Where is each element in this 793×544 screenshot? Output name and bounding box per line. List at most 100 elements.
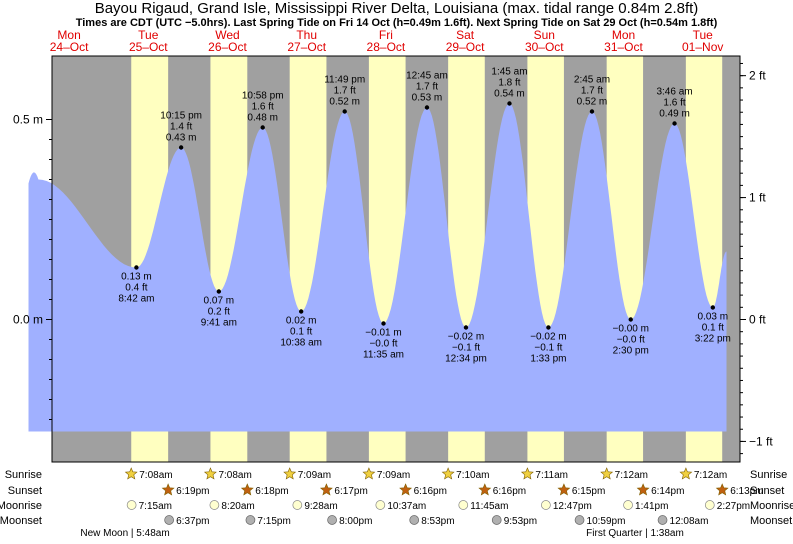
sunset-icon bbox=[715, 483, 729, 496]
moonset-time: 8:53pm bbox=[421, 516, 454, 527]
y-tick-label-right: 1 ft bbox=[749, 191, 766, 205]
tide-point bbox=[342, 109, 347, 114]
tide-height-ft: −0.1 ft bbox=[452, 343, 480, 354]
tide-height-m: 0.43 m bbox=[166, 133, 197, 144]
sunrise-time: 7:11am bbox=[535, 470, 568, 481]
row-label-right: Sunrise bbox=[750, 469, 787, 481]
day-date: 01–Nov bbox=[682, 40, 723, 54]
row-label-right: Moonset bbox=[750, 515, 792, 527]
sunrise-icon bbox=[441, 467, 455, 480]
axes: 0.5 m 0.0 m 2 ft 1 ft 0 ft −1 ft bbox=[13, 62, 773, 455]
sun-moon-table: Sunrise Sunrise Sunset Sunset Moonrise Moonri… bbox=[0, 467, 793, 539]
moonrise-icon bbox=[292, 500, 303, 510]
day-date: 25–Oct bbox=[129, 40, 168, 54]
moonrise-icon bbox=[126, 500, 137, 510]
tide-point bbox=[381, 321, 386, 326]
tide-height-m: 0.53 m bbox=[412, 93, 443, 104]
sunrise-icon bbox=[520, 467, 534, 480]
day-of-week: Mon bbox=[612, 28, 635, 42]
sunset-icon bbox=[636, 483, 650, 496]
tide-height-ft: −0.0 ft bbox=[617, 335, 645, 346]
moonset-icon bbox=[491, 515, 502, 525]
sunset-time: 6:17pm bbox=[334, 486, 367, 497]
day-labels: Mon24–OctTue25–OctWed26–OctThu27–OctFri2… bbox=[50, 28, 724, 54]
tide-point bbox=[260, 125, 265, 130]
day-date: 29–Oct bbox=[446, 40, 485, 54]
moonrise-time: 7:15am bbox=[139, 501, 172, 512]
tide-time: 3:22 pm bbox=[695, 334, 731, 345]
sunset-time: 6:18pm bbox=[255, 486, 288, 497]
sunset-time: 6:16pm bbox=[493, 486, 526, 497]
tide-point bbox=[589, 109, 595, 114]
sunset-icon bbox=[478, 483, 492, 496]
sunrise-time: 7:10am bbox=[456, 470, 489, 481]
day-date: 26–Oct bbox=[208, 40, 247, 54]
moonrise-icon bbox=[209, 500, 220, 510]
moonset-time: 9:53pm bbox=[504, 516, 537, 527]
tide-height-ft: 1.7 ft bbox=[581, 86, 603, 97]
moonset-time: 12:08am bbox=[670, 516, 709, 527]
tide-height-ft: 1.8 ft bbox=[498, 78, 520, 89]
tide-height-ft: −0.0 ft bbox=[369, 339, 397, 350]
moonrise-time: 10:37am bbox=[387, 501, 426, 512]
moonrise-icon bbox=[623, 500, 633, 510]
sunset-time: 6:16pm bbox=[414, 486, 447, 497]
moonrise-time: 8:20am bbox=[221, 501, 254, 512]
tide-height-ft: 0.1 ft bbox=[702, 323, 724, 334]
tide-time: 10:38 am bbox=[280, 338, 322, 349]
tide-point bbox=[628, 317, 633, 322]
tide-height-ft: 1.6 ft bbox=[663, 98, 685, 109]
tide-point bbox=[424, 105, 430, 110]
y-tick-label-right: 2 ft bbox=[749, 69, 766, 83]
tide-point bbox=[672, 121, 677, 126]
moonrise-time: 1:41pm bbox=[635, 501, 668, 512]
tide-height-ft: 1.4 ft bbox=[170, 122, 192, 133]
day-of-week: Sat bbox=[456, 28, 475, 42]
tide-time: 3:46 am bbox=[656, 87, 692, 98]
tide-point bbox=[134, 265, 139, 270]
tide-point bbox=[710, 305, 716, 310]
sunrise-time: 7:08am bbox=[218, 470, 251, 481]
tide-height-m: −0.00 m bbox=[613, 324, 649, 335]
day-of-week: Sun bbox=[534, 28, 555, 42]
day-date: 28–Oct bbox=[367, 40, 406, 54]
tide-point bbox=[463, 325, 469, 330]
row-label-left: Sunrise bbox=[5, 469, 42, 481]
day-date: 30–Oct bbox=[525, 40, 564, 54]
tide-height-m: −0.02 m bbox=[448, 332, 484, 343]
day-of-week: Wed bbox=[215, 28, 239, 42]
sunrise-icon bbox=[203, 467, 217, 480]
row-label-left: Moonset bbox=[0, 515, 42, 527]
tide-time: 1:33 pm bbox=[530, 354, 566, 365]
tide-point bbox=[178, 145, 184, 150]
sunrise-time: 7:12am bbox=[615, 470, 648, 481]
tide-height-m: 0.02 m bbox=[286, 316, 317, 327]
moonset-icon bbox=[657, 515, 668, 525]
tide-time: 12:34 pm bbox=[445, 354, 487, 365]
page-subtitle: Times are CDT (UTC −5.0hrs). Last Spring… bbox=[75, 17, 718, 29]
y-tick-label-right: −1 ft bbox=[749, 434, 773, 448]
moonset-icon bbox=[409, 515, 420, 525]
moonrise-time: 2:27pm bbox=[717, 501, 750, 512]
tide-point bbox=[546, 325, 551, 330]
tide-height-m: 0.48 m bbox=[247, 113, 278, 124]
sunset-time: 6:15pm bbox=[572, 486, 605, 497]
moonrise-time: 12:47pm bbox=[553, 501, 592, 512]
sunrise-time: 7:12am bbox=[694, 470, 727, 481]
tide-time: 1:45 am bbox=[491, 67, 527, 78]
tide-curve bbox=[28, 103, 727, 432]
chart-title: Bayou Rigaud, Grand Isle, Mississippi Ri… bbox=[0, 0, 793, 29]
moonset-icon bbox=[574, 515, 585, 525]
moonrise-icon bbox=[704, 500, 715, 510]
day-of-week: Thu bbox=[296, 28, 317, 42]
day-date: 24–Oct bbox=[50, 40, 89, 54]
sunset-icon bbox=[240, 483, 254, 496]
moonset-time: 6:37pm bbox=[176, 516, 209, 527]
moonrise-icon bbox=[458, 500, 469, 510]
moonrise-time: 9:28am bbox=[304, 501, 337, 512]
row-label-right: Sunset bbox=[750, 485, 784, 497]
tide-height-ft: 0.1 ft bbox=[290, 327, 312, 338]
moonrise-time: 11:45am bbox=[470, 501, 508, 512]
sunrise-time: 7:08am bbox=[139, 470, 172, 481]
